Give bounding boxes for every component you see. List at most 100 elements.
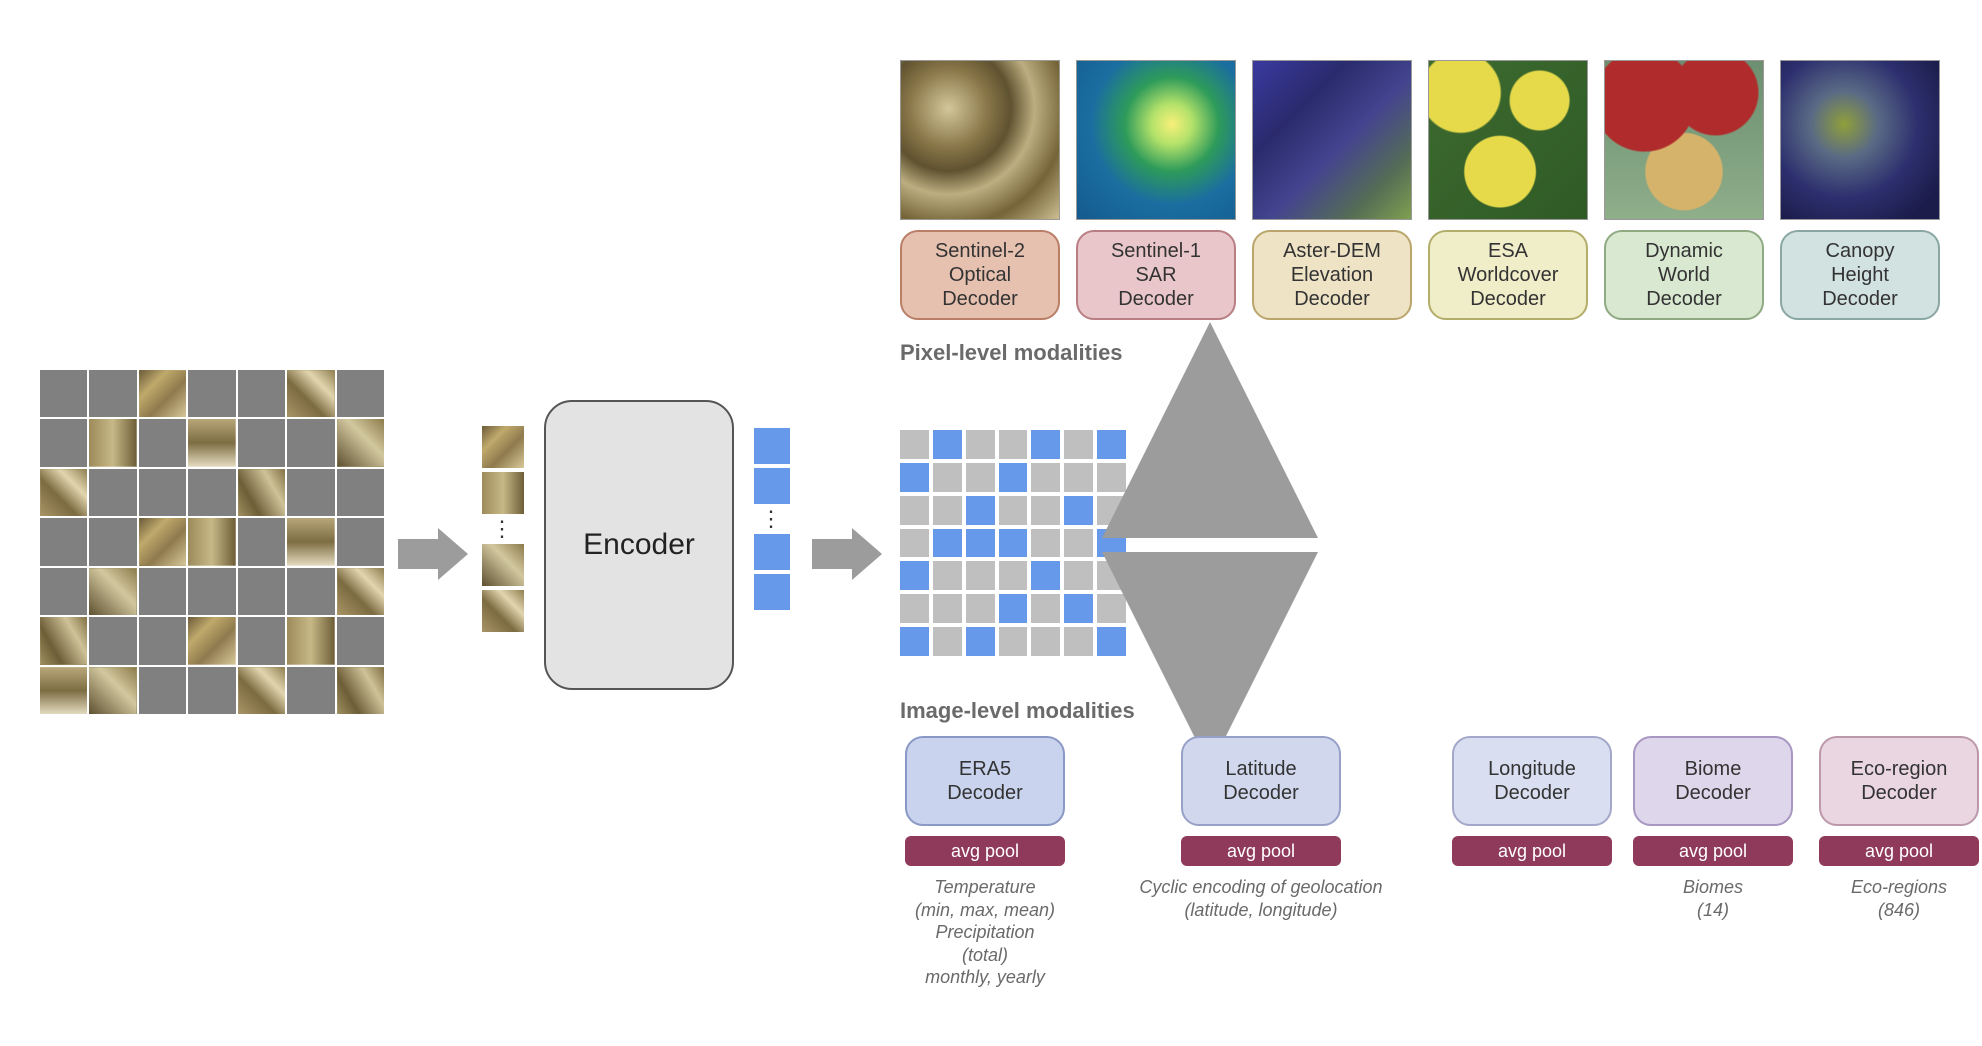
visible-patch bbox=[40, 469, 87, 516]
feature-cell bbox=[900, 496, 929, 525]
preview-aster-dem bbox=[1252, 60, 1412, 220]
visible-patch bbox=[482, 590, 524, 632]
feature-cell bbox=[966, 430, 995, 459]
decoder-era5: ERA5Decoder avg pool Temperature(min, max,… bbox=[900, 736, 1070, 989]
decoder-dynamic-world: DynamicWorldDecoder bbox=[1604, 60, 1764, 320]
decoder-box-era5: ERA5Decoder bbox=[905, 736, 1065, 826]
visible-patch bbox=[139, 370, 186, 417]
feature-cell bbox=[1097, 627, 1126, 656]
feature-cell bbox=[900, 594, 929, 623]
feature-cell bbox=[1097, 594, 1126, 623]
feature-cell bbox=[1097, 561, 1126, 590]
feature-cell bbox=[1031, 529, 1060, 558]
encoded-token bbox=[754, 428, 790, 464]
architecture-diagram: ⋮ Encoder ⋮ Pixel-level modalities Senti… bbox=[30, 30, 1952, 986]
feature-cell bbox=[1064, 594, 1093, 623]
image-level-decoder-row: ERA5Decoder avg pool Temperature(min, max,… bbox=[900, 736, 1982, 989]
ellipsis-icon: ⋮ bbox=[482, 524, 524, 534]
masked-patch bbox=[287, 419, 334, 466]
masked-patch bbox=[188, 370, 235, 417]
masked-patch bbox=[40, 370, 87, 417]
masked-patch bbox=[89, 469, 136, 516]
preview-sentinel1-sar bbox=[1076, 60, 1236, 220]
feature-cell bbox=[1064, 496, 1093, 525]
feature-cell bbox=[999, 594, 1028, 623]
desc-era5: Temperature(min, max, mean)Precipitation… bbox=[900, 876, 1070, 989]
decoder-aster-dem: Aster-DEMElevationDecoder bbox=[1252, 60, 1412, 320]
visible-patch bbox=[287, 518, 334, 565]
feature-cell bbox=[900, 463, 929, 492]
avgpool-badge: avg pool bbox=[905, 836, 1065, 866]
masked-patch bbox=[188, 469, 235, 516]
masked-patch bbox=[238, 568, 285, 615]
feature-cell bbox=[1064, 463, 1093, 492]
decoder-box-sentinel1-sar: Sentinel-1SARDecoder bbox=[1076, 230, 1236, 320]
preview-dynamic-world bbox=[1604, 60, 1764, 220]
encoded-token bbox=[754, 534, 790, 570]
masked-patch bbox=[287, 469, 334, 516]
preview-esa-worldcover bbox=[1428, 60, 1588, 220]
feature-cell bbox=[999, 496, 1028, 525]
feature-cell bbox=[1064, 430, 1093, 459]
feature-cell bbox=[999, 529, 1028, 558]
masked-patch bbox=[337, 518, 384, 565]
visible-patch bbox=[482, 472, 524, 514]
decoder-box-biome: BiomeDecoder bbox=[1633, 736, 1793, 826]
feature-cell bbox=[966, 463, 995, 492]
decoder-biome: BiomeDecoderavg poolBiomes(14) bbox=[1628, 736, 1798, 989]
decoder-box-longitude: LongitudeDecoder bbox=[1452, 736, 1612, 826]
masked-patch bbox=[287, 667, 334, 714]
feature-cell bbox=[933, 627, 962, 656]
masked-patch bbox=[337, 617, 384, 664]
avgpool-badge: avg pool bbox=[1452, 836, 1612, 866]
visible-patch bbox=[287, 617, 334, 664]
feature-cell bbox=[1031, 463, 1060, 492]
arrow-input-to-encoder bbox=[398, 528, 468, 580]
encoded-token bbox=[754, 468, 790, 504]
masked-patch bbox=[188, 667, 235, 714]
decoder-ecoregion: Eco-regionDecoderavg poolEco-regions(846… bbox=[1814, 736, 1982, 989]
visible-patch bbox=[287, 370, 334, 417]
decoder-longitude: LongitudeDecoder avg pool bbox=[1452, 736, 1612, 989]
feature-cell bbox=[966, 529, 995, 558]
masked-patch bbox=[337, 469, 384, 516]
visible-patch bbox=[337, 419, 384, 466]
feature-cell bbox=[900, 529, 929, 558]
feature-cell bbox=[900, 430, 929, 459]
masked-patch bbox=[89, 617, 136, 664]
visible-patch bbox=[89, 419, 136, 466]
masked-patch bbox=[89, 370, 136, 417]
feature-cell bbox=[966, 561, 995, 590]
masked-patch bbox=[40, 518, 87, 565]
pixel-level-label: Pixel-level modalities bbox=[900, 340, 1123, 366]
masked-patch bbox=[139, 667, 186, 714]
decoder-box-ecoregion: Eco-regionDecoder bbox=[1819, 736, 1979, 826]
feature-cell bbox=[1031, 594, 1060, 623]
decoder-box-aster-dem: Aster-DEMElevationDecoder bbox=[1252, 230, 1412, 320]
feature-cell bbox=[933, 430, 962, 459]
feature-cell bbox=[1097, 463, 1126, 492]
feature-cell bbox=[1097, 430, 1126, 459]
visible-patch bbox=[89, 667, 136, 714]
masked-patch bbox=[40, 568, 87, 615]
feature-cell bbox=[1064, 561, 1093, 590]
image-level-label: Image-level modalities bbox=[900, 698, 1135, 724]
masked-patch bbox=[188, 568, 235, 615]
masked-patch bbox=[139, 469, 186, 516]
feature-cell bbox=[933, 594, 962, 623]
decoder-esa-worldcover: ESAWorldcoverDecoder bbox=[1428, 60, 1588, 320]
visible-patch bbox=[40, 667, 87, 714]
visible-patch bbox=[238, 667, 285, 714]
decoder-sentinel1-sar: Sentinel-1SARDecoder bbox=[1076, 60, 1236, 320]
avgpool-badge: avg pool bbox=[1181, 836, 1341, 866]
feature-cell bbox=[999, 627, 1028, 656]
decoder-box-canopy-height: CanopyHeightDecoder bbox=[1780, 230, 1940, 320]
avgpool-badge: avg pool bbox=[1819, 836, 1979, 866]
encoder-block: Encoder bbox=[544, 400, 734, 690]
feature-cell bbox=[1064, 529, 1093, 558]
feature-cell bbox=[966, 627, 995, 656]
masked-patch bbox=[139, 617, 186, 664]
pixel-level-decoder-row: Sentinel-2OpticalDecoderSentinel-1SARDec… bbox=[900, 60, 1940, 320]
visible-patch bbox=[188, 419, 235, 466]
ellipsis-icon: ⋮ bbox=[754, 514, 790, 524]
